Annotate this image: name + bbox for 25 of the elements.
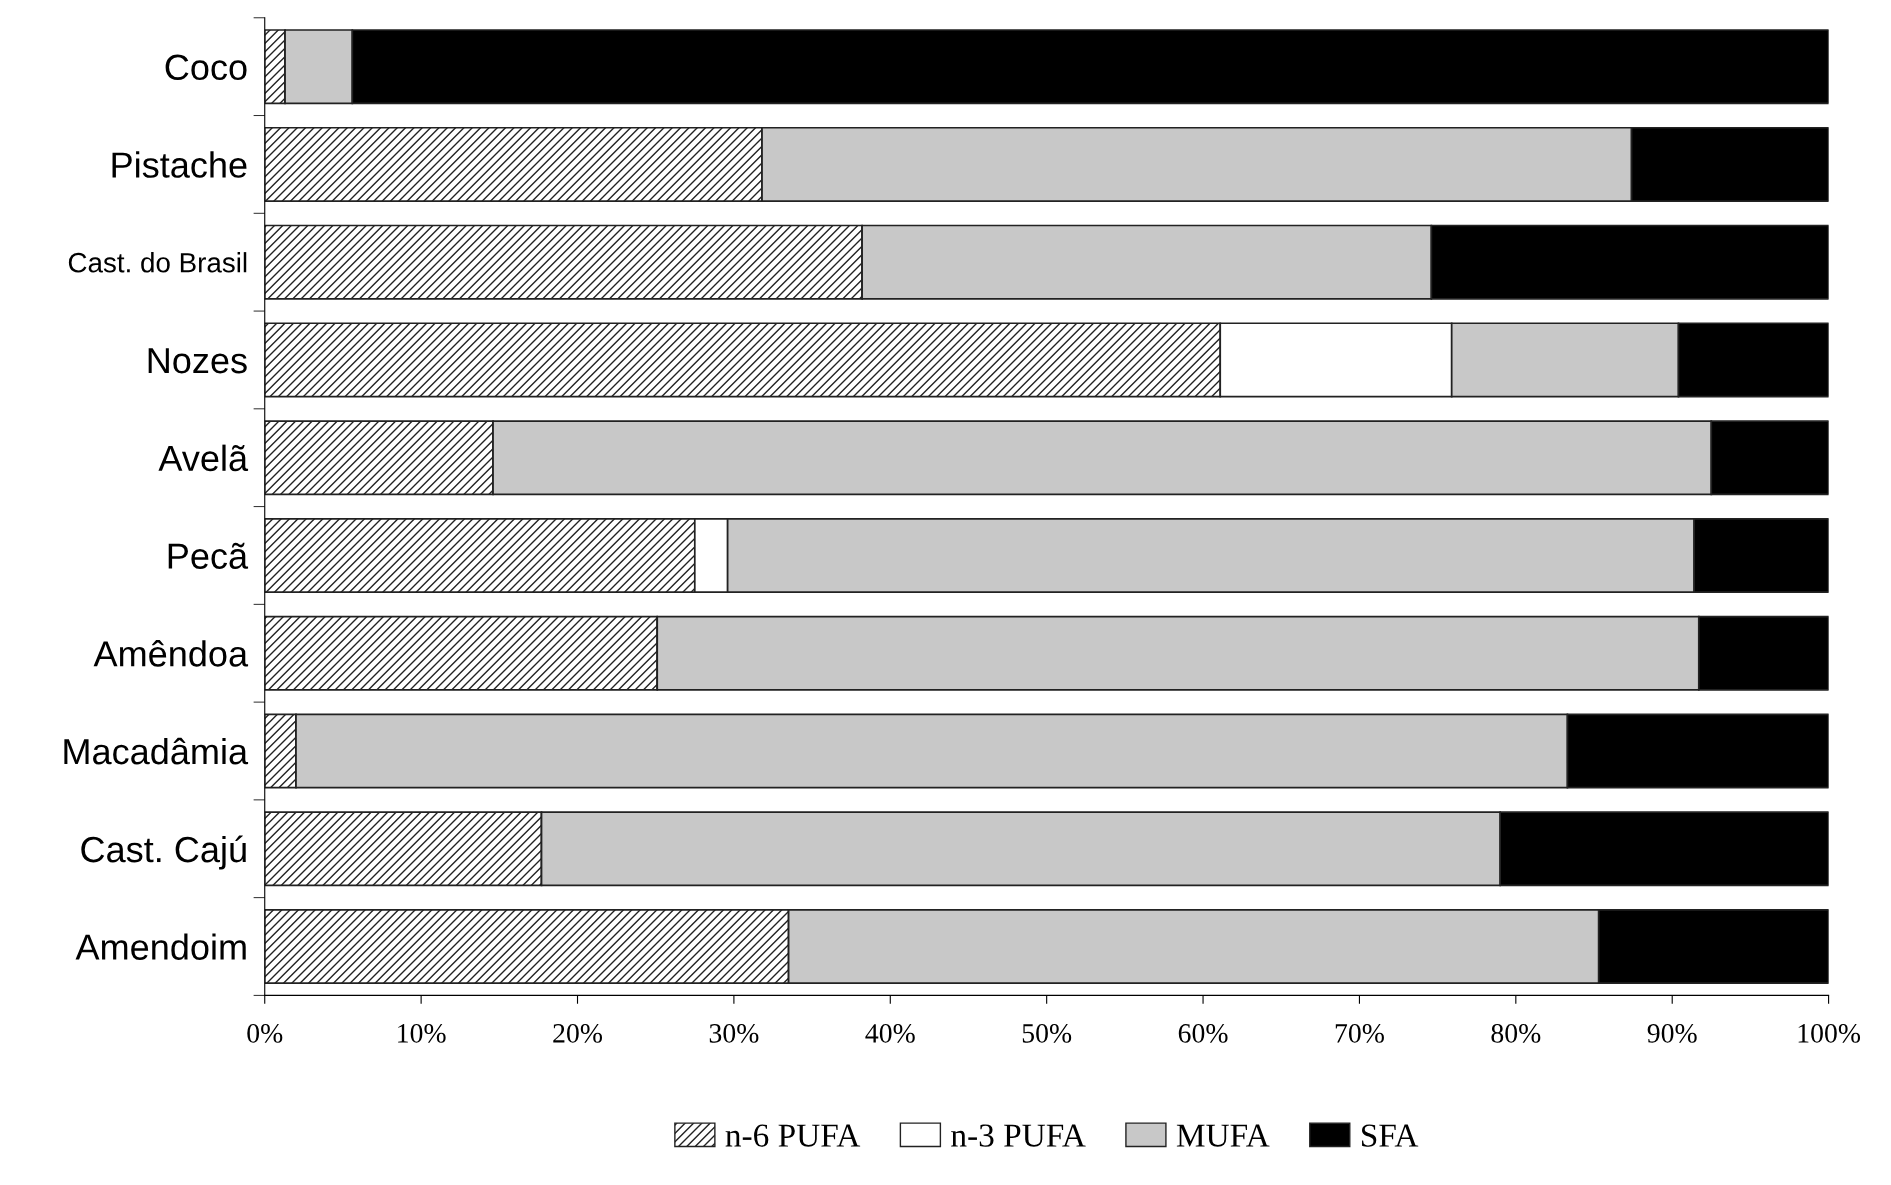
x-tick-label: 60% — [1178, 1023, 1228, 1043]
x-tick-label: 0% — [247, 1023, 283, 1043]
x-tick-label: 90% — [1647, 1023, 1697, 1043]
x-tick-label: 10% — [398, 1023, 446, 1043]
legend-label: n-3 PUFA — [951, 1124, 1086, 1147]
y-tick-label: Avelã — [158, 444, 249, 472]
legend-label: n-6 PUFA — [725, 1124, 861, 1147]
y-tick-label: Pecã — [168, 542, 249, 569]
x-tick-label: 100% — [1798, 1023, 1861, 1043]
x-tick-label: 70% — [1335, 1023, 1384, 1043]
y-tick-label: Pistache — [112, 151, 247, 178]
x-tick-label: 30% — [709, 1023, 759, 1043]
y-tick-label: Amêndoa — [93, 640, 249, 667]
legend-label: MUFA — [1176, 1124, 1270, 1147]
legend-label: SFA — [1362, 1124, 1419, 1147]
y-tick-label: Cast. Cajú — [81, 835, 246, 870]
x-tick-label: 40% — [865, 1023, 915, 1043]
y-tick-label: Macadâmia — [64, 737, 249, 765]
x-tick-label: 80% — [1491, 1023, 1541, 1043]
y-tick-label: Coco — [165, 54, 247, 81]
y-tick-label: Cast. do Brasil — [68, 252, 247, 273]
x-tick-label: 20% — [553, 1023, 603, 1043]
x-tick-label: 50% — [1022, 1023, 1072, 1043]
y-tick-label: Nozes — [148, 348, 247, 374]
y-tick-label: Amendoim — [75, 933, 246, 960]
